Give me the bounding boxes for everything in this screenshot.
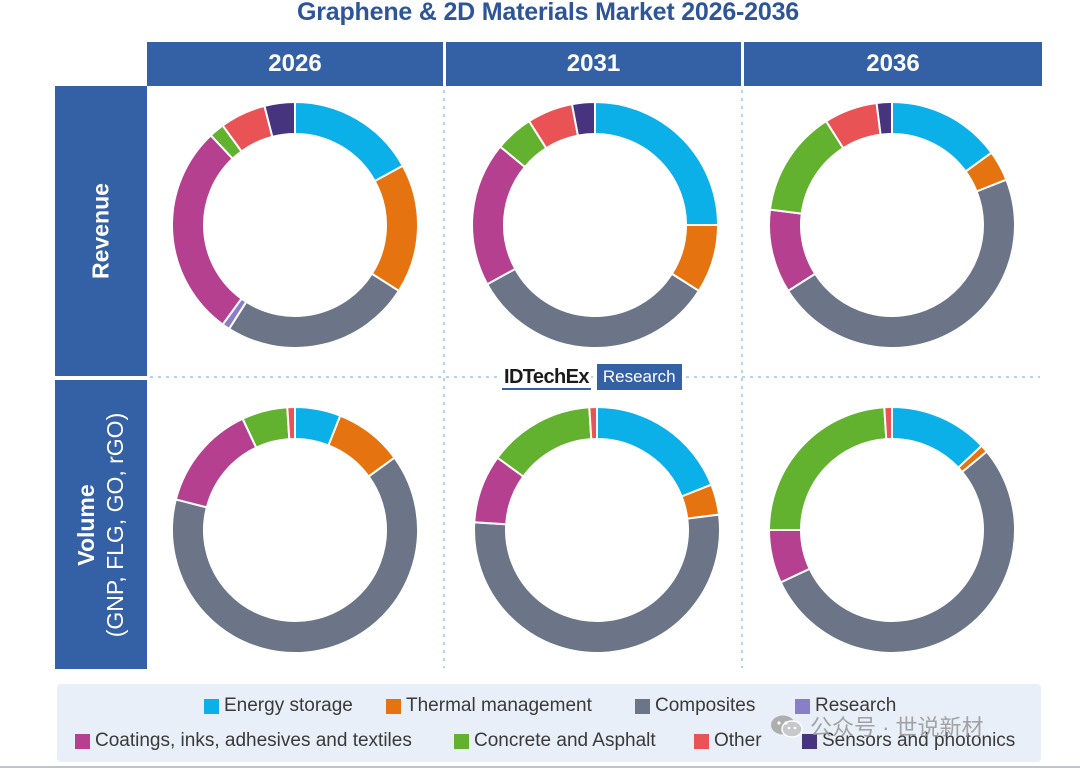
legend-label-energy: Energy storage [224,695,353,716]
legend-item-research: Research [795,695,896,717]
legend-label-coatings: Coatings, inks, adhesives and textiles [95,730,412,751]
slice-volume-2031-concrete-and-asphalt [496,406,593,478]
legend-label-concrete: Concrete and Asphalt [474,730,656,751]
chart-title: Graphene & 2D Materials Market 2026-2036 [297,0,799,26]
slice-revenue-2036-composites [786,178,1016,349]
donut-revenue-2036 [768,100,1016,349]
legend-label-thermal: Thermal management [406,695,592,716]
legend-swatch-energy [204,698,219,714]
legend-swatch-other [694,733,709,749]
donut-volume-2031 [473,405,721,654]
donut-volume-2036 [767,405,1016,654]
column-header-2031: 2031 [446,42,741,86]
slice-volume-2031-other [588,405,598,441]
slice-revenue-2026-energy-storage [294,100,405,183]
idtechex-logo: IDTechEx Research [502,364,682,390]
slice-volume-2031-energy-storage [596,405,713,498]
slice-revenue-2036-sensors-and-photonics [875,100,893,136]
column-header-2026: 2026 [147,42,443,86]
slice-revenue-2036-coatings-inks-adhesives-and-textiles [768,208,817,293]
legend-swatch-sensors [802,733,817,749]
slice-revenue-2031-coatings-inks-adhesives-and-textiles [471,145,527,286]
slice-revenue-2036-concrete-and-asphalt [768,119,845,215]
slice-volume-2026-coatings-inks-adhesives-and-textiles [174,417,258,509]
slice-revenue-2026-coatings-inks-adhesives-and-textiles [171,133,243,326]
watermark: 公众号 · 世说新材 [770,710,984,742]
logo-research-tag: Research [596,364,682,390]
slice-revenue-2026-thermal-management [370,164,419,293]
legend-item-other: Other [694,730,762,752]
legend-swatch-thermal [386,698,401,714]
legend-label-research: Research [815,695,897,716]
legend-swatch-research [795,698,810,714]
donut-revenue-2031 [471,100,720,349]
legend-swatch-concrete [454,733,469,749]
legend-label-sensors: Sensors and photonics [822,730,1016,751]
legend-swatch-coatings [75,733,90,749]
logo-brand: IDTechEx [502,364,591,390]
donut-revenue-2026 [171,100,419,349]
slice-revenue-2031-energy-storage [594,100,720,226]
legend-item-coatings: Coatings, inks, adhesives and textiles [75,730,412,752]
slice-revenue-2031-composites [485,267,701,349]
row-header-revenue: Revenue [55,86,147,376]
bottom-border [0,766,1080,768]
legend-swatch-composites [635,698,650,714]
legend: Energy storage Thermal management Composit… [57,684,1041,762]
slice-volume-2036-concrete-and-asphalt [767,406,888,531]
watermark-text: 公众号 · 世说新材 [810,715,984,740]
slice-revenue-2036-energy-storage [891,100,993,173]
legend-item-thermal: Thermal management [386,695,592,717]
slice-revenue-2031-sensors-and-photonics [570,100,596,137]
donut-volume-2026 [171,405,419,654]
legend-item-composites: Composites [635,695,755,717]
slice-volume-2026-composites [171,456,419,654]
slice-volume-2036-other [883,405,893,441]
row-header-volume: Volume (GNP, FLG, GO, rGO) [55,380,147,669]
slice-revenue-2026-sensors-and-photonics [263,100,296,139]
wechat-icon [771,715,803,738]
column-header-2036: 2036 [744,42,1042,86]
legend-label-composites: Composites [655,695,756,716]
legend-label-other: Other [714,730,762,751]
slice-volume-2031-composites [473,513,721,654]
legend-item-sensors: Sensors and photonics [802,730,1015,752]
legend-item-concrete: Concrete and Asphalt [454,730,656,752]
slice-revenue-2026-composites [227,272,401,349]
legend-item-energy: Energy storage [204,695,353,717]
slice-volume-2026-other [286,405,296,441]
slice-volume-2036-composites [779,450,1016,654]
